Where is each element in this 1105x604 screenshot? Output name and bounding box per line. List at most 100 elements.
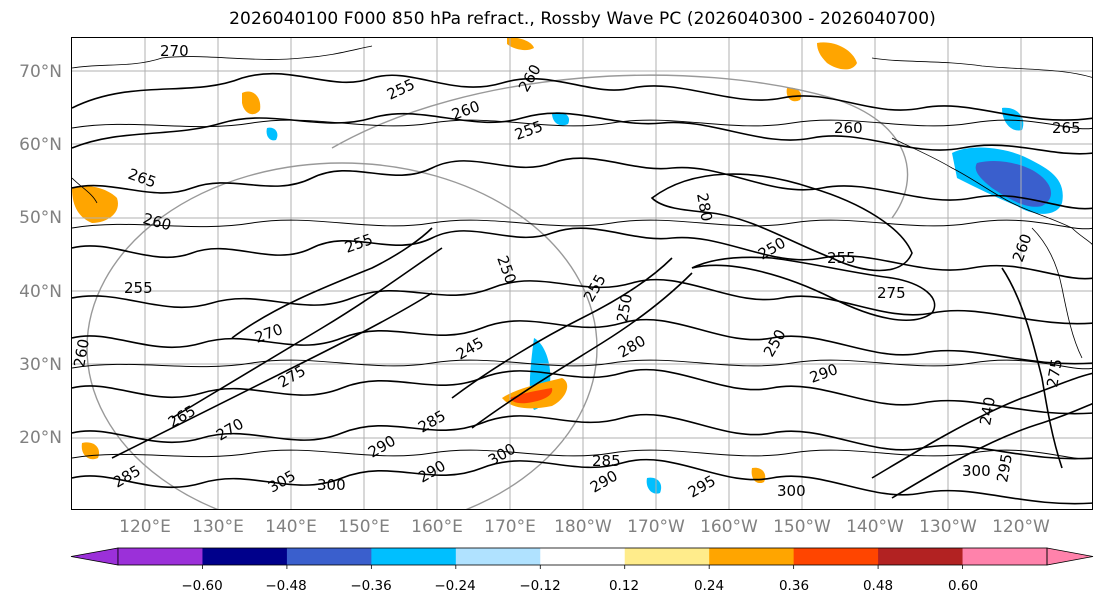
contour-label: 260: [834, 119, 863, 137]
colorbar-tick-label: 0.12: [608, 578, 640, 594]
lat-label-70n: 70°N: [19, 62, 62, 82]
lon-label-130w: 130°W: [919, 517, 977, 537]
contour-label: 275: [275, 362, 309, 392]
lon-label-170w: 170°W: [627, 517, 685, 537]
contour-label: 255: [580, 271, 610, 305]
negative-anomaly-patch: [1002, 107, 1024, 131]
map-title: 2026040100 F000 850 hPa refract., Rossby…: [229, 9, 936, 29]
contour-label: 255: [342, 230, 375, 257]
contour-label: 260: [515, 61, 545, 95]
contour-label: 270: [160, 42, 189, 60]
colorbar-segment: [202, 548, 288, 565]
contour-label: 290: [415, 457, 449, 487]
positive-anomaly-patch: [72, 186, 118, 223]
negative-anomaly-core: [975, 161, 1052, 207]
contour-label: 240: [976, 395, 999, 426]
lon-label-140w: 140°W: [846, 517, 904, 537]
colorbar-tick-label: 0.60: [947, 578, 979, 594]
contour-lines: [72, 72, 1092, 505]
contour-label: 260: [72, 337, 93, 368]
lon-label-180w: 180°W: [554, 517, 612, 537]
contour-label: 300: [962, 462, 991, 480]
colorbar-tick-label: −0.24: [434, 578, 476, 594]
colorbar-tick-label: −0.36: [350, 578, 392, 594]
contour-label: 290: [587, 467, 621, 497]
contour-label: 295: [685, 472, 719, 502]
contour-label: 280: [693, 192, 716, 223]
lon-label-160w: 160°W: [700, 517, 758, 537]
colorbar-extend-high: [1046, 547, 1094, 566]
lat-label-40n: 40°N: [19, 282, 62, 302]
colorbar-segment: [371, 548, 457, 565]
contour-label: 285: [592, 452, 621, 470]
colorbar-tick-label: 0.48: [862, 578, 894, 594]
lon-label-120e: 120°E: [119, 517, 171, 537]
contour-label: 280: [615, 332, 649, 362]
colorbar-segment: [624, 548, 710, 565]
lon-label-150w: 150°W: [773, 517, 831, 537]
positive-anomaly-patch: [786, 87, 802, 102]
contour-label: 285: [110, 462, 144, 492]
colorbar-segment: [878, 548, 964, 565]
colorbar-extend-low: [70, 547, 119, 566]
lon-label-120w: 120°W: [992, 517, 1050, 537]
shaded-anomaly-layer: [72, 38, 1063, 494]
colorbar-tick-label: −0.60: [181, 578, 223, 594]
negative-anomaly-patch: [646, 477, 662, 494]
colorbar-segment: [540, 548, 626, 565]
map-panel: 270 255 260 255 260 260 265 265 260 255 …: [71, 37, 1093, 510]
positive-anomaly-patch: [242, 91, 261, 115]
colorbar-tick-label: 0.36: [778, 578, 810, 594]
contour-label: 260: [1009, 231, 1036, 264]
negative-anomaly-patch: [552, 112, 570, 126]
negative-anomaly-patch: [266, 127, 278, 141]
contour-label: 275: [877, 284, 906, 302]
colorbar-segment: [455, 548, 541, 565]
contour-label: 265: [126, 165, 159, 192]
lat-label-60n: 60°N: [19, 135, 62, 155]
colorbar-tickmarks: [202, 565, 963, 569]
contour-label: 245: [453, 334, 487, 364]
contour-lines-thin: [72, 119, 1092, 460]
contour-label: 285: [415, 407, 449, 437]
contour-label: 250: [760, 326, 790, 360]
contour-label: 300: [317, 476, 346, 494]
positive-anomaly-patch: [817, 42, 857, 70]
colorbar-segment: [793, 548, 879, 565]
contour-labels: 270 255 260 255 260 260 265 265 260 255 …: [72, 42, 1081, 501]
contour-label: 265: [1052, 119, 1081, 137]
contour-label: 255: [512, 117, 545, 144]
coastlines: [72, 45, 1092, 359]
positive-anomaly-patch: [751, 467, 766, 484]
contour-label: 255: [124, 279, 153, 297]
wave-packet-outline: [86, 74, 909, 509]
positive-anomaly-patch: [507, 38, 534, 51]
lat-label-30n: 30°N: [19, 355, 62, 375]
contour-label: 255: [384, 75, 418, 103]
colorbar-segment: [962, 548, 1048, 565]
lon-label-140e: 140°E: [265, 517, 317, 537]
contour-label: 255: [827, 249, 856, 267]
contour-label: 250: [493, 253, 520, 286]
colorbar-tick-label: −0.48: [265, 578, 307, 594]
colorbar-segment: [286, 548, 372, 565]
colorbar-segments: [70, 547, 1094, 566]
contour-label: 300: [777, 482, 806, 500]
contour-label: 290: [365, 432, 399, 462]
lon-label-170e: 170°E: [484, 517, 536, 537]
contour-label: 265: [165, 402, 199, 432]
contour-label: 275: [1043, 357, 1066, 388]
lon-label-130e: 130°E: [192, 517, 244, 537]
contour-map: 270 255 260 255 260 260 265 265 260 255 …: [72, 38, 1092, 509]
graticule: [72, 38, 1092, 509]
positive-anomaly-core: [510, 388, 553, 404]
lat-label-20n: 20°N: [19, 428, 62, 448]
contour-label: 295: [993, 452, 1016, 483]
colorbar-segment: [709, 548, 795, 565]
lon-label-150e: 150°E: [338, 517, 390, 537]
colorbar-tick-label: −0.12: [519, 578, 561, 594]
colorbar-segment: [118, 548, 203, 565]
contour-label: 305: [265, 467, 299, 497]
lat-label-50n: 50°N: [19, 208, 62, 228]
lon-label-160e: 160°E: [411, 517, 463, 537]
